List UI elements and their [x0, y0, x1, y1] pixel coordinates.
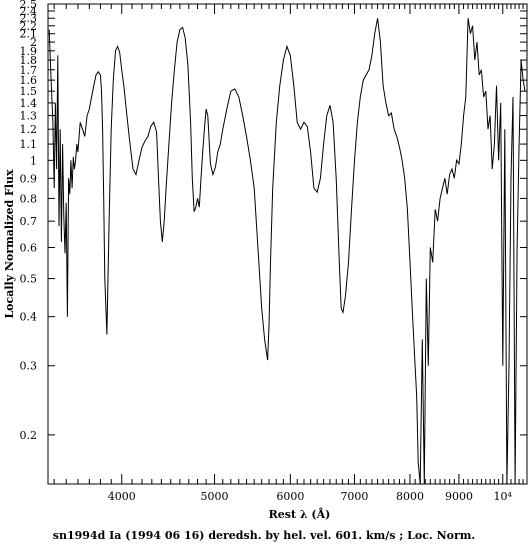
y-tick-label: 0.4: [20, 311, 38, 324]
x-tick-label: 4000: [108, 490, 136, 503]
y-tick-label: 1: [30, 154, 37, 167]
chart-caption: sn1994d Ia (1994 06 16) deredsh. by hel.…: [53, 529, 475, 542]
y-tick-label: 1.3: [20, 110, 38, 123]
y-tick-label: 2.4: [20, 5, 38, 18]
y-axis-ticks: 0.2 0.3 0.4 0.5 0.6 0.7 0.8 0.9 1 1.1 1.21.31.41.5…: [20, 0, 527, 442]
y-tick-label: 1.1: [20, 138, 38, 151]
y-tick-label: 1.9: [20, 45, 38, 58]
y-tick-label: 1.7: [20, 64, 38, 77]
flux-series-line: [48, 18, 526, 485]
x-tick-label: 7000: [340, 490, 368, 503]
y-tick-label: 2.2: [20, 20, 38, 33]
y-tick-label: 2: [30, 36, 37, 49]
y-tick-label: 1.5: [20, 85, 38, 98]
y-tick-label: 0.7: [20, 215, 38, 228]
y-tick-label: 1.4: [20, 97, 38, 110]
y-tick-label: 0.8: [20, 192, 38, 205]
y-tick-label: 2.5: [20, 0, 38, 11]
x-tick-label: 9000: [445, 490, 473, 503]
plot-frame: [47, 3, 528, 485]
y-tick-label: 0.2: [20, 429, 38, 442]
x-tick-label: 5000: [201, 490, 229, 503]
y-tick-label: 0.3: [20, 360, 38, 373]
y-axis-label: Locally Normalized Flux: [3, 169, 16, 319]
x-tick-label: 8000: [396, 490, 424, 503]
y-tick-label: 2.1: [20, 28, 38, 41]
y-tick-label: 2.3: [20, 12, 38, 25]
x-tick-label: 6000: [276, 490, 304, 503]
y-tick-label: 0.9: [20, 172, 38, 185]
y-tick-label: 1.2: [20, 123, 38, 136]
y-tick-label: 0.6: [20, 241, 38, 254]
x-tick-label: 10⁴: [494, 490, 513, 503]
y-tick-label: 0.5: [20, 273, 38, 286]
y-tick-label: 1.6: [20, 74, 38, 87]
x-axis-label: Rest λ (Å): [269, 507, 331, 521]
x-axis-ticks: 4000 5000 6000 7000 8000 9000 10⁴: [53, 4, 524, 503]
y-tick-label: 1.8: [20, 54, 38, 67]
